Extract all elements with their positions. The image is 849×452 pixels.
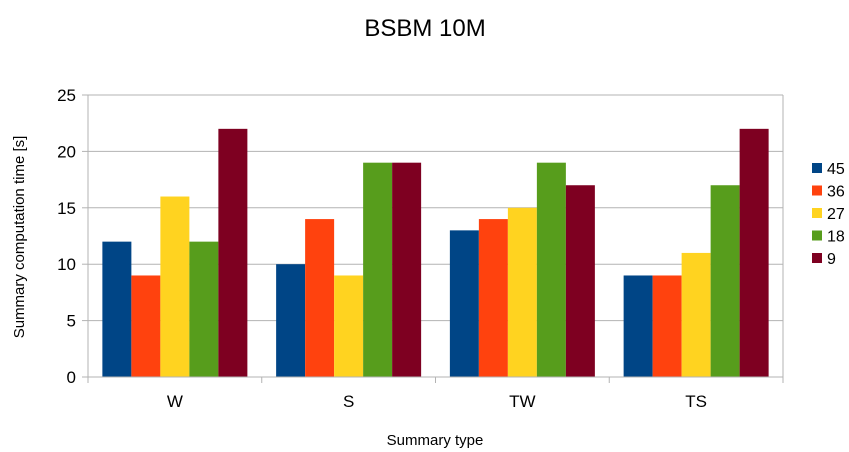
legend-swatch-9 bbox=[812, 253, 822, 263]
bar-s-36 bbox=[305, 219, 335, 377]
legend-label-36: 36 bbox=[827, 184, 845, 201]
bar-tw-27 bbox=[507, 207, 537, 377]
bar-w-9 bbox=[218, 128, 248, 377]
bar-s-9 bbox=[392, 162, 422, 377]
bar-w-18 bbox=[189, 241, 219, 377]
y-tick-labels: 0 5 10 15 20 25 bbox=[57, 86, 76, 387]
bar-tw-45 bbox=[449, 230, 479, 377]
y-axis-title: Summary computation time [s] bbox=[11, 136, 28, 339]
y-tick-label: 20 bbox=[57, 142, 76, 161]
legend-label-45: 45 bbox=[827, 161, 845, 178]
bar-s-45 bbox=[276, 264, 306, 377]
legend: 45 36 27 18 9 bbox=[812, 161, 845, 268]
x-axis-title: Summary type bbox=[387, 432, 484, 449]
bar-tw-18 bbox=[536, 162, 566, 377]
y-tick-label: 0 bbox=[67, 368, 76, 387]
y-tick-label: 15 bbox=[57, 199, 76, 218]
bar-s-27 bbox=[334, 275, 364, 377]
axes bbox=[82, 94, 784, 383]
x-tick-label: S bbox=[343, 392, 354, 411]
y-tick-label: 25 bbox=[57, 86, 76, 105]
bar-ts-18 bbox=[710, 185, 740, 377]
bar-ts-9 bbox=[739, 128, 769, 377]
bar-w-27 bbox=[160, 196, 190, 377]
legend-label-18: 18 bbox=[827, 229, 845, 246]
chart-title: BSBM 10M bbox=[364, 15, 485, 42]
y-tick-label: 5 bbox=[67, 312, 76, 331]
legend-swatch-36 bbox=[812, 185, 822, 196]
legend-swatch-27 bbox=[812, 208, 822, 218]
x-tick-label: TS bbox=[685, 392, 707, 411]
bar-w-45 bbox=[102, 241, 132, 377]
legend-swatch-18 bbox=[812, 230, 822, 241]
bar-ts-45 bbox=[623, 275, 653, 377]
bar-tw-36 bbox=[478, 219, 508, 377]
bar-ts-36 bbox=[652, 275, 682, 377]
bar-tw-9 bbox=[565, 185, 595, 377]
y-tick-label: 10 bbox=[57, 255, 76, 274]
x-tick-label: W bbox=[167, 392, 183, 411]
bar-ts-27 bbox=[681, 252, 711, 377]
bar-s-18 bbox=[363, 162, 393, 377]
bars bbox=[102, 128, 769, 377]
legend-swatch-45 bbox=[812, 163, 822, 173]
legend-label-9: 9 bbox=[827, 251, 836, 268]
x-tick-label: TW bbox=[509, 392, 535, 411]
bar-w-36 bbox=[131, 275, 161, 377]
legend-label-27: 27 bbox=[827, 206, 845, 223]
x-tick-labels: W S TW TS bbox=[167, 392, 707, 411]
